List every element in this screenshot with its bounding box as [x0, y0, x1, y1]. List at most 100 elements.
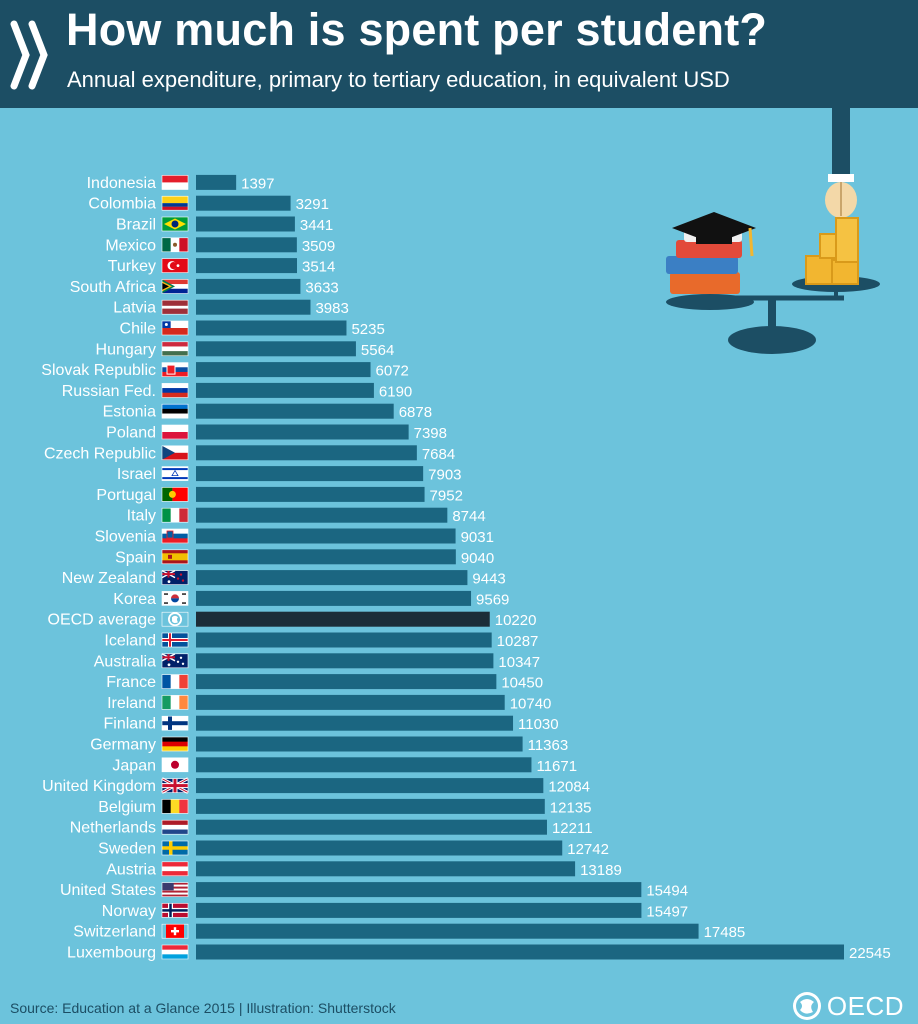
- category-label: Netherlands: [70, 820, 156, 837]
- value-label: 7398: [414, 425, 447, 442]
- bar: [196, 798, 545, 814]
- bar: [196, 486, 425, 502]
- value-label: 8744: [452, 508, 485, 525]
- category-label: Korea: [113, 591, 156, 608]
- oecd-globe-logo-icon: [792, 992, 821, 1020]
- value-label: 1397: [241, 175, 274, 192]
- oecd-globe-icon: [161, 611, 189, 627]
- bar: [196, 757, 532, 773]
- value-label: 3291: [296, 196, 329, 213]
- bar: [196, 902, 642, 918]
- sweden-flag-icon: [161, 840, 189, 856]
- bar: [196, 362, 371, 378]
- value-label: 6190: [379, 383, 412, 400]
- switzerland-flag-icon: [161, 923, 189, 939]
- united-states-flag-icon: [161, 882, 189, 897]
- belgium-flag-icon: [161, 799, 189, 814]
- bar: [196, 632, 492, 648]
- iceland-flag-icon: [161, 632, 189, 648]
- value-label: 12742: [567, 841, 609, 858]
- oecd-logo: OECD: [791, 990, 904, 1022]
- germany-flag-icon: [161, 736, 189, 752]
- bar: [196, 258, 298, 274]
- category-label: Slovak Republic: [41, 362, 156, 379]
- category-label: New Zealand: [62, 570, 156, 587]
- latvia-flag-icon: [161, 299, 189, 315]
- bar: [196, 195, 291, 211]
- value-label: 3633: [305, 279, 338, 296]
- category-label: Australia: [94, 653, 156, 670]
- bar: [196, 216, 295, 232]
- category-label: Portugal: [96, 487, 156, 504]
- bar: [196, 778, 544, 794]
- bar: [196, 278, 301, 294]
- slovak-republic-flag-icon: [161, 362, 189, 377]
- value-label: 11030: [518, 716, 559, 733]
- category-label: Indonesia: [87, 175, 156, 192]
- italy-flag-icon: [161, 507, 189, 523]
- header-banner: How much is spent per student? Annual ex…: [0, 0, 918, 108]
- australia-flag-icon: [161, 653, 189, 669]
- value-label: 3514: [302, 259, 335, 276]
- indonesia-flag-icon: [161, 175, 189, 190]
- source-note: Source: Education at a Glance 2015 | Ill…: [10, 1000, 396, 1016]
- bar: [196, 237, 297, 253]
- estonia-flag-icon: [161, 403, 189, 419]
- category-label: South Africa: [70, 279, 156, 296]
- category-label: Chile: [120, 321, 157, 338]
- value-label: 7903: [428, 467, 461, 484]
- bar: [196, 507, 448, 523]
- finland-flag-icon: [161, 715, 189, 731]
- bar-chart: Indonesia 1397 Colombia 3291 Brazil 3441 Mexic…: [41, 174, 891, 962]
- bar: [196, 694, 505, 710]
- footer: Source: Education at a Glance 2015 | Ill…: [0, 988, 918, 1024]
- category-label: Belgium: [98, 799, 156, 816]
- category-label: Poland: [106, 425, 156, 442]
- category-label: Russian Fed.: [62, 383, 156, 400]
- category-label: Hungary: [96, 341, 156, 358]
- bar: [196, 736, 523, 752]
- luxembourg-flag-icon: [161, 944, 189, 960]
- category-label: Turkey: [108, 258, 156, 275]
- value-label: 7684: [422, 446, 455, 463]
- bar: [196, 320, 347, 336]
- value-label: 7952: [430, 487, 463, 504]
- value-label: 6878: [399, 404, 432, 421]
- bar: [196, 944, 844, 960]
- israel-flag-icon: [161, 466, 189, 481]
- czech-republic-flag-icon: [161, 445, 189, 461]
- category-label: Luxembourg: [67, 945, 156, 962]
- value-label: 5235: [351, 321, 384, 338]
- norway-flag-icon: [161, 903, 189, 918]
- ireland-flag-icon: [161, 695, 189, 710]
- bar: [196, 528, 456, 544]
- bar: [196, 174, 237, 190]
- category-label: OECD average: [48, 612, 157, 629]
- category-label: Israel: [117, 466, 156, 483]
- new-zealand-flag-icon: [161, 569, 189, 585]
- bar: [196, 590, 472, 606]
- south-africa-flag-icon: [161, 279, 189, 294]
- value-label: 10347: [498, 654, 540, 671]
- bar: [196, 840, 563, 856]
- value-label: 17485: [704, 924, 746, 941]
- category-label: Iceland: [104, 633, 156, 650]
- value-label: 13189: [580, 862, 622, 879]
- category-label: Austria: [106, 861, 156, 878]
- value-label: 10740: [510, 695, 552, 712]
- value-label: 3441: [300, 217, 333, 234]
- value-label: 6072: [376, 363, 409, 380]
- value-label: 3983: [315, 300, 348, 317]
- category-label: United States: [60, 882, 156, 899]
- category-label: Sweden: [98, 841, 156, 858]
- brazil-flag-icon: [161, 216, 189, 232]
- category-label: Norway: [102, 903, 156, 920]
- united-kingdom-flag-icon: [161, 777, 189, 794]
- value-label: 15494: [646, 883, 688, 900]
- bar: [196, 445, 417, 461]
- bar: [196, 382, 374, 398]
- bar: [196, 653, 494, 669]
- bar: [196, 299, 311, 315]
- value-label: 9443: [472, 571, 505, 588]
- category-label: Estonia: [103, 404, 156, 421]
